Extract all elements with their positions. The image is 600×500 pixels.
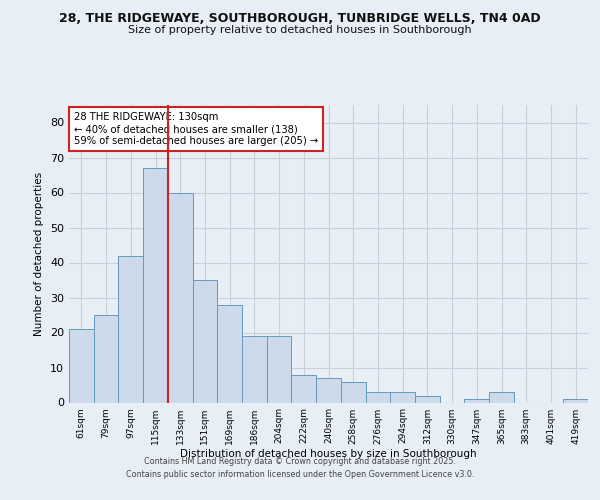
Text: Size of property relative to detached houses in Southborough: Size of property relative to detached ho… bbox=[128, 25, 472, 35]
Bar bbox=[563, 399, 588, 402]
Bar bbox=[94, 315, 118, 402]
Bar bbox=[292, 374, 316, 402]
Bar bbox=[168, 192, 193, 402]
Bar bbox=[69, 329, 94, 402]
Bar bbox=[489, 392, 514, 402]
Bar bbox=[316, 378, 341, 402]
Bar bbox=[341, 382, 365, 402]
Bar bbox=[464, 399, 489, 402]
Bar bbox=[365, 392, 390, 402]
X-axis label: Distribution of detached houses by size in Southborough: Distribution of detached houses by size … bbox=[180, 450, 477, 460]
Text: Contains HM Land Registry data © Crown copyright and database right 2025.: Contains HM Land Registry data © Crown c… bbox=[144, 458, 456, 466]
Text: 28 THE RIDGEWAYE: 130sqm
← 40% of detached houses are smaller (138)
59% of semi-: 28 THE RIDGEWAYE: 130sqm ← 40% of detach… bbox=[74, 112, 319, 146]
Y-axis label: Number of detached properties: Number of detached properties bbox=[34, 172, 44, 336]
Bar bbox=[415, 396, 440, 402]
Bar bbox=[242, 336, 267, 402]
Bar bbox=[267, 336, 292, 402]
Text: Contains public sector information licensed under the Open Government Licence v3: Contains public sector information licen… bbox=[126, 470, 474, 479]
Bar bbox=[118, 256, 143, 402]
Bar bbox=[193, 280, 217, 402]
Bar bbox=[217, 304, 242, 402]
Text: 28, THE RIDGEWAYE, SOUTHBOROUGH, TUNBRIDGE WELLS, TN4 0AD: 28, THE RIDGEWAYE, SOUTHBOROUGH, TUNBRID… bbox=[59, 12, 541, 26]
Bar bbox=[143, 168, 168, 402]
Bar bbox=[390, 392, 415, 402]
